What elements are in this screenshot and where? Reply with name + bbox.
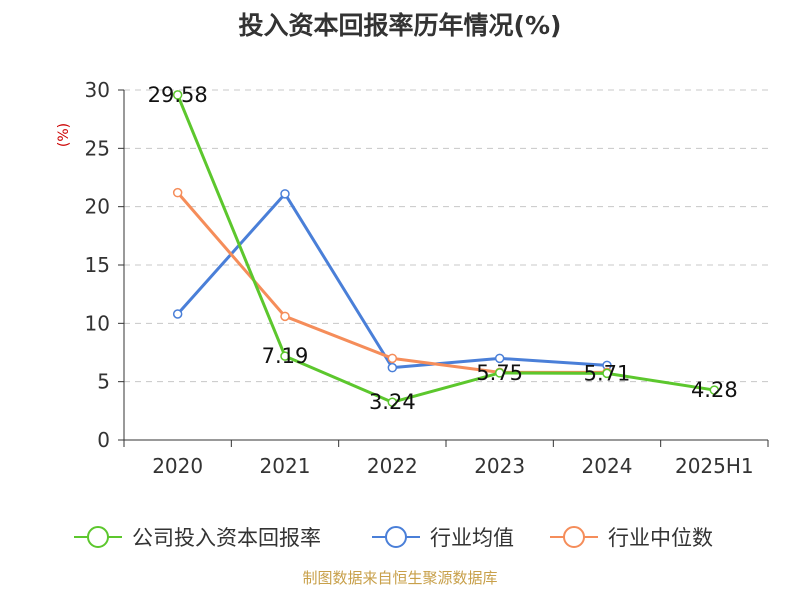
data-point bbox=[494, 368, 505, 378]
legend-label: 行业中位数 bbox=[608, 526, 713, 550]
data-point bbox=[172, 187, 183, 198]
y-tick-label: 10 bbox=[85, 311, 110, 335]
data-point bbox=[387, 397, 398, 407]
data-point bbox=[602, 368, 612, 379]
data-point bbox=[280, 311, 290, 322]
legend-swatch-marker bbox=[87, 526, 109, 548]
x-tick-label: 2023 bbox=[474, 454, 525, 478]
data-label: 5.75 bbox=[476, 361, 523, 385]
x-tick-label: 2020 bbox=[152, 454, 203, 478]
y-tick-label: 20 bbox=[85, 195, 110, 219]
series-line bbox=[176, 94, 715, 404]
y-tick-label: 5 bbox=[97, 370, 110, 394]
data-label: 3.24 bbox=[369, 390, 416, 414]
y-tick-label: 0 bbox=[97, 428, 110, 452]
y-tick-label: 25 bbox=[85, 136, 110, 160]
chart-title: 投入资本回报率历年情况(%) bbox=[238, 11, 562, 40]
data-point bbox=[494, 353, 505, 364]
y-tick-label: 30 bbox=[85, 78, 110, 102]
legend-label: 行业均值 bbox=[430, 526, 514, 550]
y-tick-label: 15 bbox=[85, 253, 110, 277]
legend-swatch-marker bbox=[563, 526, 585, 548]
data-point bbox=[172, 90, 183, 100]
x-tick-label: 2022 bbox=[367, 454, 418, 478]
data-point bbox=[387, 362, 398, 373]
x-tick-label: 2025H1 bbox=[675, 454, 754, 478]
legend-label: 公司投入资本回报率 bbox=[132, 526, 321, 550]
data-point bbox=[280, 351, 290, 361]
data-point bbox=[172, 309, 183, 319]
data-point bbox=[280, 189, 290, 199]
data-label: 4.28 bbox=[691, 378, 738, 402]
data-label: 7.19 bbox=[262, 344, 309, 368]
data-label: 29.58 bbox=[148, 83, 208, 107]
x-tick-label: 2024 bbox=[582, 454, 633, 478]
data-point bbox=[387, 353, 398, 364]
data-label: 5.71 bbox=[584, 361, 631, 385]
series-line bbox=[176, 191, 607, 374]
x-tick-label: 2021 bbox=[260, 454, 311, 478]
series-line bbox=[176, 192, 608, 370]
data-point bbox=[709, 385, 720, 395]
legend-swatch-marker bbox=[385, 526, 407, 548]
data-source-note: 制图数据来自恒生聚源数据库 bbox=[302, 569, 498, 587]
